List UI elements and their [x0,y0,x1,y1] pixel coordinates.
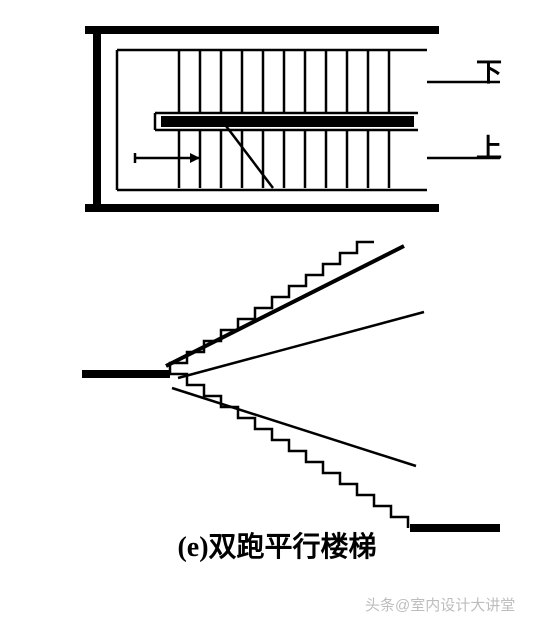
label-up: 上 [476,128,502,165]
plan-view [85,26,500,212]
watermark: 头条@室内设计大讲堂 [365,594,515,615]
caption: (e)双跑平行楼梯 [0,525,554,565]
label-down: 下 [476,52,502,89]
section-view [0,0,500,528]
